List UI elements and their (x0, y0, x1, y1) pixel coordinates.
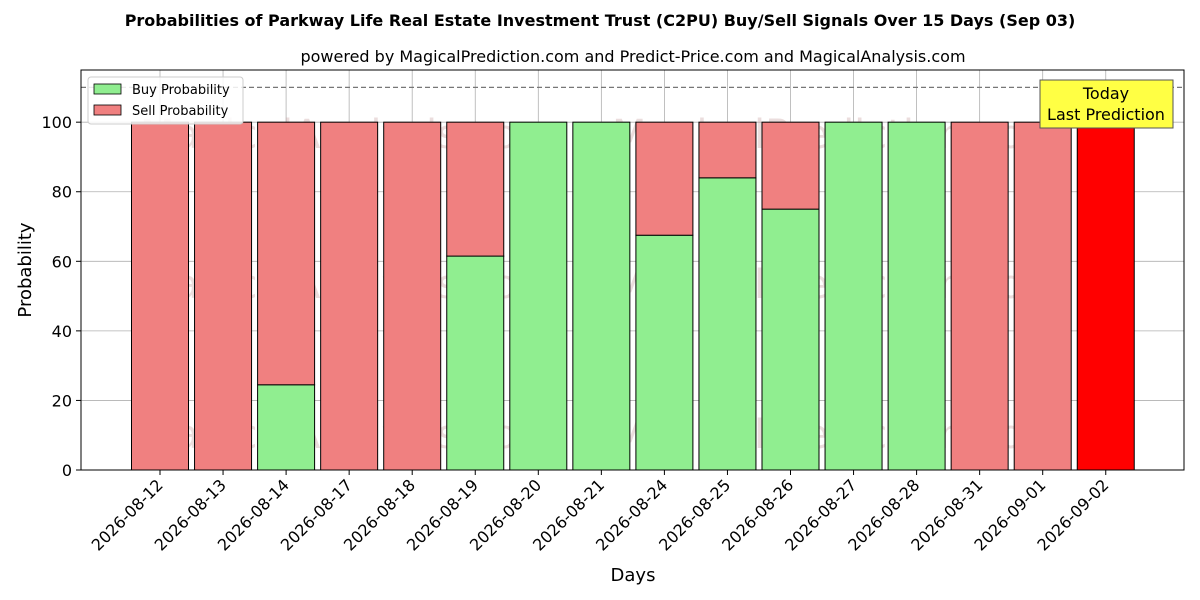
bar-buy-2026-08-25 (698, 177, 757, 471)
bar-buy-2026-08-27 (824, 121, 883, 471)
bar-buy-2026-08-28 (887, 121, 946, 471)
today-annotation: Today Last Prediction (1039, 79, 1174, 129)
y-tick-label: 100 (41, 113, 72, 132)
bar-sell-2026-08-25 (698, 121, 757, 179)
y-tick-label: 20 (52, 391, 72, 410)
y-tick-label: 60 (52, 252, 72, 271)
legend: Buy Probability Sell Probability (87, 76, 244, 125)
bar-buy-2026-08-14 (257, 384, 316, 471)
bar-buy-2026-08-20 (509, 121, 568, 471)
y-axis-label: Probability (15, 222, 36, 317)
bar-sell-2026-08-19 (446, 121, 505, 257)
bar-buy-2026-08-19 (446, 255, 505, 471)
bar-buy-2026-08-26 (761, 208, 820, 471)
y-axis: 0 20 40 60 80 100 (41, 113, 81, 480)
x-axis-label: Days (611, 565, 656, 586)
bar-buy-2026-08-24 (635, 234, 694, 471)
bar-sell-2026-08-13 (194, 121, 253, 471)
chart-title: Probabilities of Parkway Life Real Estat… (125, 11, 1076, 30)
legend-swatch (93, 104, 122, 116)
bar-sell-2026-08-12 (131, 121, 189, 471)
legend-label: Sell Probability (132, 104, 229, 119)
annotation-text: Last Prediction (1047, 105, 1165, 124)
bar-sell-2026-08-26 (761, 121, 820, 210)
bar-sell-2026-08-18 (383, 121, 442, 471)
bars-layer (131, 121, 1135, 471)
bar-sell-2026-08-31 (950, 121, 1009, 471)
bar-sell-2026-08-17 (320, 121, 379, 471)
legend-box (87, 76, 244, 125)
bar-sell-2026-08-14 (257, 121, 316, 386)
plot-frame (80, 69, 1185, 471)
annotation-text: Today (1082, 84, 1129, 103)
bar-sell-2026-09-02 (1076, 121, 1135, 471)
annotation-box (1039, 79, 1174, 129)
bar-sell-2026-09-01 (1013, 121, 1072, 471)
legend-label: Buy Probability (132, 83, 230, 98)
y-tick-label: 80 (52, 183, 72, 202)
chart-subtitle: powered by MagicalPrediction.com and Pre… (300, 47, 965, 66)
bar-buy-2026-08-21 (572, 121, 631, 471)
y-tick-label: 0 (62, 461, 72, 480)
legend-swatch (93, 83, 122, 95)
y-tick-label: 40 (52, 322, 72, 341)
bar-sell-2026-08-24 (635, 121, 694, 236)
x-axis: 2026-08-122026-08-132026-08-142026-08-17… (88, 470, 1113, 555)
